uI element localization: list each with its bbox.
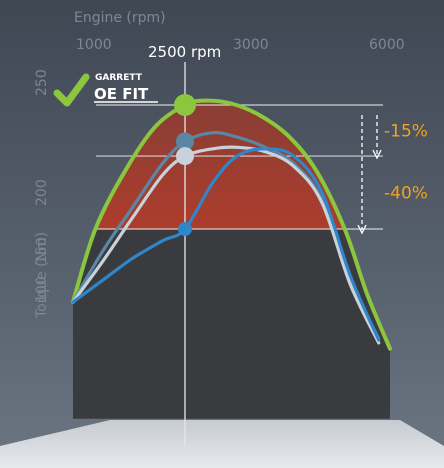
badge-text: OE FIT [94, 85, 149, 103]
series-layer [71, 98, 392, 351]
x-tick-label: 6000 [369, 37, 405, 53]
floor-panel [0, 420, 444, 468]
data-point-marker [178, 222, 192, 237]
x-tick-label: 3000 [233, 37, 269, 53]
checkmark-icon [53, 73, 90, 107]
annotation-label: -40% [384, 184, 428, 204]
oe-fit-badge: GARRETT OE FIT [53, 73, 158, 107]
y-tick-label: 150 [34, 237, 50, 264]
badge-brand: GARRETT [95, 73, 143, 83]
data-point-marker [174, 94, 196, 116]
data-point-marker [176, 147, 194, 166]
series-line [71, 147, 381, 342]
y-tick-label: 250 [34, 69, 50, 96]
series-line [71, 145, 381, 345]
reduction-annotations [357, 115, 382, 235]
y-tick-label: 200 [34, 179, 50, 206]
markers-layer [174, 94, 196, 237]
data-point-marker [176, 132, 194, 151]
annotation-label: -15% [384, 122, 428, 142]
y-tick-label: 100 [34, 276, 50, 303]
arrow-head [357, 224, 367, 235]
x-tick-label: 1000 [76, 37, 112, 53]
arrow-head [372, 149, 382, 160]
x-axis-title: Engine (rpm) [74, 10, 166, 26]
highlight-rpm-label: 2500 rpm [148, 43, 221, 61]
y-axis-title: Torque (Nm) [34, 232, 50, 319]
series-line [71, 98, 392, 351]
